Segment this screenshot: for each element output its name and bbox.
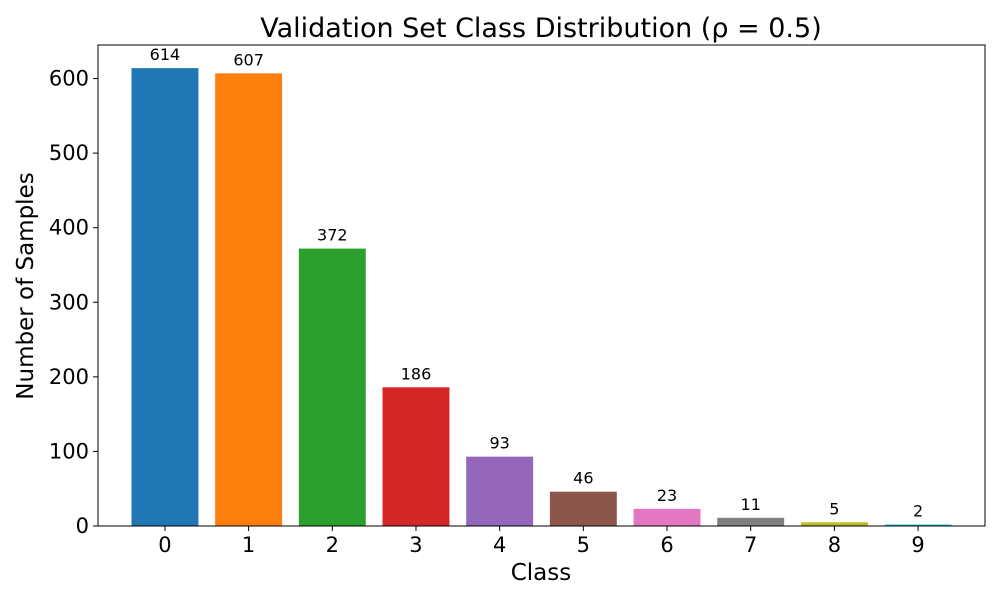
y-tick-label: 500 [49,141,89,165]
x-tick-label: 1 [242,533,255,557]
y-axis-ticks: 0 100 200 300 400 500 600 [49,67,98,538]
x-tick-label: 3 [409,533,422,557]
y-tick-label: 300 [49,290,89,314]
x-tick-label: 2 [326,533,339,557]
data-label-class-2: 372 [317,226,348,245]
bar-class-6 [633,508,701,526]
x-tick-label: 0 [158,533,171,557]
data-label-class-1: 607 [233,50,264,69]
data-labels-group: 614 607 372 186 93 46 23 11 5 2 [150,45,923,520]
bars-group [131,68,952,526]
bar-class-9 [884,524,952,526]
plot-area-frame [97,44,986,527]
y-tick-label: 100 [49,439,89,463]
x-axis-label: Class [511,560,572,586]
y-axis-label: Number of Samples [13,172,39,399]
bar-class-7 [717,517,785,526]
data-label-class-6: 23 [657,486,677,505]
x-axis-ticks: 0 1 2 3 4 5 6 7 8 9 [158,526,925,557]
x-tick-label: 7 [744,533,757,557]
bar-class-3 [382,387,450,526]
bar-class-0 [131,68,199,526]
data-label-class-7: 11 [741,495,761,514]
x-tick-label: 5 [577,533,590,557]
x-tick-label: 6 [660,533,673,557]
bar-class-2 [298,248,366,526]
bar-class-8 [800,522,868,526]
x-tick-label: 9 [911,533,924,557]
y-tick-label: 600 [49,67,89,91]
data-label-class-3: 186 [401,364,432,383]
data-label-class-4: 93 [489,434,509,453]
x-tick-label: 8 [828,533,841,557]
data-label-class-5: 46 [573,469,593,488]
chart-title: Validation Set Class Distribution (ρ = 0… [260,13,821,44]
data-label-class-8: 5 [829,499,839,518]
data-label-class-9: 2 [913,502,923,521]
bar-class-5 [549,491,617,526]
bar-class-4 [466,456,534,526]
y-tick-label: 200 [49,365,89,389]
bar-class-1 [215,73,283,526]
data-label-class-0: 614 [150,45,181,64]
y-tick-label: 400 [49,216,89,240]
x-tick-label: 4 [493,533,506,557]
y-tick-label: 0 [76,514,89,538]
